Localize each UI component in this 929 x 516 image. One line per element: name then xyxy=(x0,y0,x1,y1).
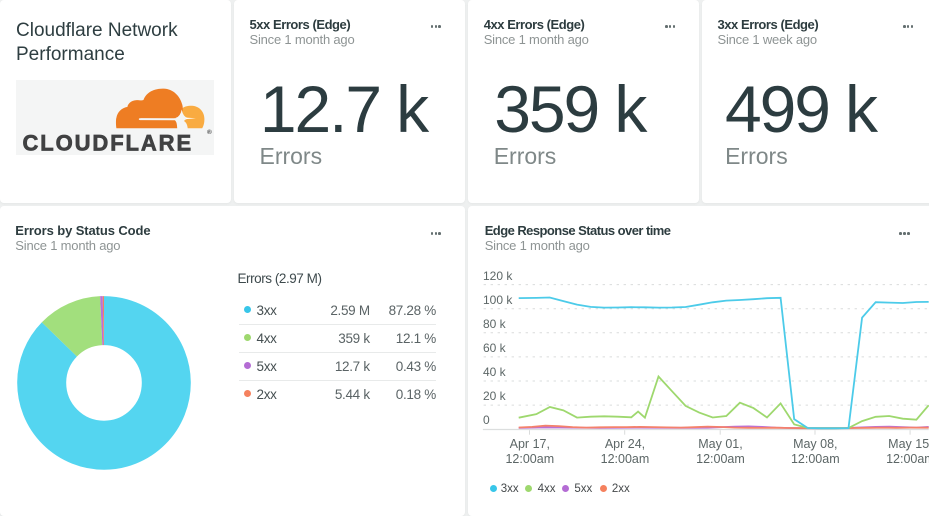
svg-text:®: ® xyxy=(207,128,212,136)
svg-text:CLOUDFLARE: CLOUDFLARE xyxy=(23,130,194,155)
